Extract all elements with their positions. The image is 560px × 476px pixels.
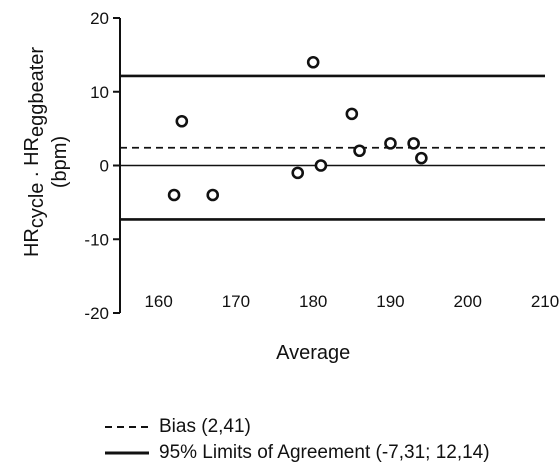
data-point	[384, 137, 397, 150]
data-point	[291, 166, 305, 180]
data-point	[353, 144, 366, 158]
x-tick-label: 180	[299, 292, 327, 311]
axes	[113, 17, 121, 314]
y-axis-title: HRcycle . HReggbeater	[21, 47, 48, 257]
legend: Bias (2,41) 95% Limits of Agreement (-7,…	[105, 414, 490, 466]
x-tick-label: 160	[144, 292, 172, 311]
y-tick-label: 10	[90, 83, 109, 102]
data-point	[175, 114, 189, 128]
data-points	[167, 55, 428, 202]
data-point	[415, 151, 428, 165]
data-point	[345, 107, 359, 121]
reference-lines	[120, 74, 545, 221]
solid-line-swatch	[105, 451, 149, 455]
data-point	[407, 137, 420, 150]
y-tick-label: 20	[90, 9, 109, 28]
legend-item-limits: 95% Limits of Agreement (-7,31; 12,14)	[105, 440, 490, 466]
y-tick-label: -20	[84, 304, 109, 323]
data-point	[206, 188, 220, 202]
x-tick-label: 190	[376, 292, 404, 311]
bland-altman-chart: 20 10 0 -10 -20 160 170 180 190 200 210 Average HRc…	[21, 9, 559, 364]
legend-limits-label: 95% Limits of Agreement (-7,31; 12,14)	[159, 442, 490, 463]
y-tick-label: 0	[100, 157, 109, 176]
legend-item-bias: Bias (2,41)	[105, 414, 490, 440]
x-tick-label: 210	[531, 292, 559, 311]
x-axis-title: Average	[276, 342, 350, 364]
y-axis-unit: (bpm)	[49, 136, 71, 188]
x-tick-label: 170	[222, 292, 250, 311]
legend-bias-label: Bias (2,41)	[159, 416, 251, 437]
y-tick-label: -10	[84, 230, 109, 249]
tick-labels: 20 10 0 -10 -20 160 170 180 190 200 210	[84, 9, 559, 323]
axis-titles: Average HRcycle . HReggbeater(bpm)	[21, 47, 350, 364]
data-point	[306, 55, 320, 69]
x-tick-label: 200	[454, 292, 482, 311]
data-point	[314, 159, 328, 172]
dashed-line-swatch	[105, 426, 149, 428]
data-point	[167, 188, 181, 202]
